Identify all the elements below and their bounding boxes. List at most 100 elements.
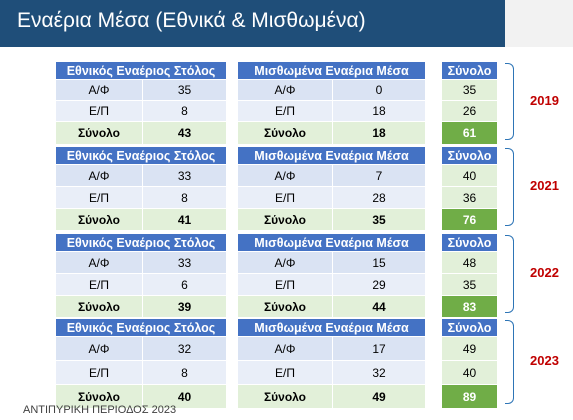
title-bar: Εναέρια Μέσα (Εθνικά & Μισθωμένα) [0,0,505,47]
national-table: Εθνικός Εναέριος Στόλος Α/Φ 32 Ε/Π 8 Σύνολο 40 [55,318,227,409]
table-row: Α/Φ 32 [55,336,227,361]
table-row: 40 [441,164,498,187]
leased-label-ep: Ε/Π [237,100,333,122]
table-row: Σύνολο 49 [237,384,426,409]
table-row: 76 [441,208,498,231]
leased-label-total: Σύνολο [237,208,333,231]
year-bracket [505,235,514,313]
footer-text: ΑΝΤΙΠΥΡΙΚΗ ΠΕΡΙΟΔΟΣ 2023 [23,404,177,416]
national-label-af: Α/Φ [55,79,143,101]
national-label-af: Α/Φ [55,251,143,274]
table-row: Α/Φ 33 [55,164,227,187]
sum-value-ep: 36 [441,186,498,209]
sum-value-total: 61 [441,121,498,145]
leased-value-total: 35 [332,208,426,231]
national-value-ep: 6 [142,273,227,296]
national-label-total: Σύνολο [55,121,143,145]
leased-label-total: Σύνολο [237,384,333,409]
leased-value-total: 18 [332,121,426,145]
national-value-ep: 8 [142,186,227,209]
table-row: Α/Φ 17 [237,336,426,361]
national-header: Εθνικός Εναέριος Στόλος [55,318,227,337]
leased-header: Μισθωμένα Εναέρια Μέσα [237,146,426,165]
table-row: Σύνολο 44 [237,295,426,318]
table-row: Σύνολο 41 [55,208,227,231]
national-label-total: Σύνολο [55,295,143,318]
page-title: Εναέρια Μέσα (Εθνικά & Μισθωμένα) [17,9,366,32]
table-row: Ε/Π 32 [237,360,426,385]
leased-header: Μισθωμένα Εναέρια Μέσα [237,61,426,80]
year-label: 2019 [530,93,559,108]
leased-header: Μισθωμένα Εναέρια Μέσα [237,318,426,337]
leased-label-total: Σύνολο [237,121,333,145]
leased-value-ep: 29 [332,273,426,296]
leased-table: Μισθωμένα Εναέρια Μέσα Α/Φ 0 Ε/Π 18 Σύνολο 18 [237,61,426,145]
leased-label-af: Α/Φ [237,251,333,274]
table-row: 83 [441,295,498,318]
sum-value-ep: 26 [441,100,498,122]
table-row: Ε/Π 8 [55,360,227,385]
sum-value-af: 40 [441,164,498,187]
table-row: Σύνολο 35 [237,208,426,231]
title-bar-accent [505,0,573,47]
leased-table: Μισθωμένα Εναέρια Μέσα Α/Φ 7 Ε/Π 28 Σύνολο 35 [237,146,426,231]
national-value-total: 40 [142,384,227,409]
national-value-ep: 8 [142,360,227,385]
national-table: Εθνικός Εναέριος Στόλος Α/Φ 33 Ε/Π 6 Σύνολο 39 [55,233,227,318]
leased-label-total: Σύνολο [237,295,333,318]
national-value-af: 35 [142,79,227,101]
year-label: 2023 [530,353,559,368]
year-bracket [505,63,514,140]
sum-header: Σύνολο [441,146,498,165]
sum-value-ep: 35 [441,273,498,296]
leased-value-af: 17 [332,336,426,361]
leased-label-ep: Ε/Π [237,360,333,385]
leased-label-af: Α/Φ [237,336,333,361]
table-row: Σύνολο 40 [55,384,227,409]
leased-label-af: Α/Φ [237,79,333,101]
national-value-total: 41 [142,208,227,231]
table-row: Α/Φ 33 [55,251,227,274]
year-bracket [505,148,514,226]
national-header: Εθνικός Εναέριος Στόλος [55,146,227,165]
table-row: Ε/Π 29 [237,273,426,296]
national-header: Εθνικός Εναέριος Στόλος [55,233,227,252]
leased-value-total: 49 [332,384,426,409]
sum-header: Σύνολο [441,61,498,80]
year-label: 2022 [530,265,559,280]
national-label-ep: Ε/Π [55,186,143,209]
leased-value-af: 7 [332,164,426,187]
sum-value-total: 89 [441,384,498,409]
leased-header: Μισθωμένα Εναέρια Μέσα [237,233,426,252]
leased-value-af: 15 [332,251,426,274]
table-row: Σύνολο 39 [55,295,227,318]
table-row: Ε/Π 18 [237,100,426,122]
table-row: 89 [441,384,498,409]
table-row: Σύνολο 18 [237,121,426,145]
table-row: Ε/Π 6 [55,273,227,296]
sum-table: Σύνολο 48 35 83 [441,233,498,318]
year-label: 2021 [530,178,559,193]
sum-header: Σύνολο [441,318,498,337]
national-label-ep: Ε/Π [55,273,143,296]
sum-table: Σύνολο 40 36 76 [441,146,498,231]
year-bracket [505,320,514,404]
national-label-af: Α/Φ [55,336,143,361]
table-row: 49 [441,336,498,361]
table-row: Α/Φ 15 [237,251,426,274]
leased-table: Μισθωμένα Εναέρια Μέσα Α/Φ 15 Ε/Π 29 Σύνολο 44 [237,233,426,318]
leased-value-ep: 18 [332,100,426,122]
leased-table: Μισθωμένα Εναέρια Μέσα Α/Φ 17 Ε/Π 32 Σύνολο 49 [237,318,426,409]
sum-table: Σύνολο 49 40 89 [441,318,498,409]
sum-value-af: 35 [441,79,498,101]
table-row: 48 [441,251,498,274]
sum-header: Σύνολο [441,233,498,252]
sum-value-total: 76 [441,208,498,231]
national-table: Εθνικός Εναέριος Στόλος Α/Φ 35 Ε/Π 8 Σύνολο 43 [55,61,227,145]
national-label-af: Α/Φ [55,164,143,187]
national-label-ep: Ε/Π [55,360,143,385]
table-row: Α/Φ 0 [237,79,426,101]
national-value-af: 33 [142,251,227,274]
sum-value-ep: 40 [441,360,498,385]
sum-value-af: 48 [441,251,498,274]
